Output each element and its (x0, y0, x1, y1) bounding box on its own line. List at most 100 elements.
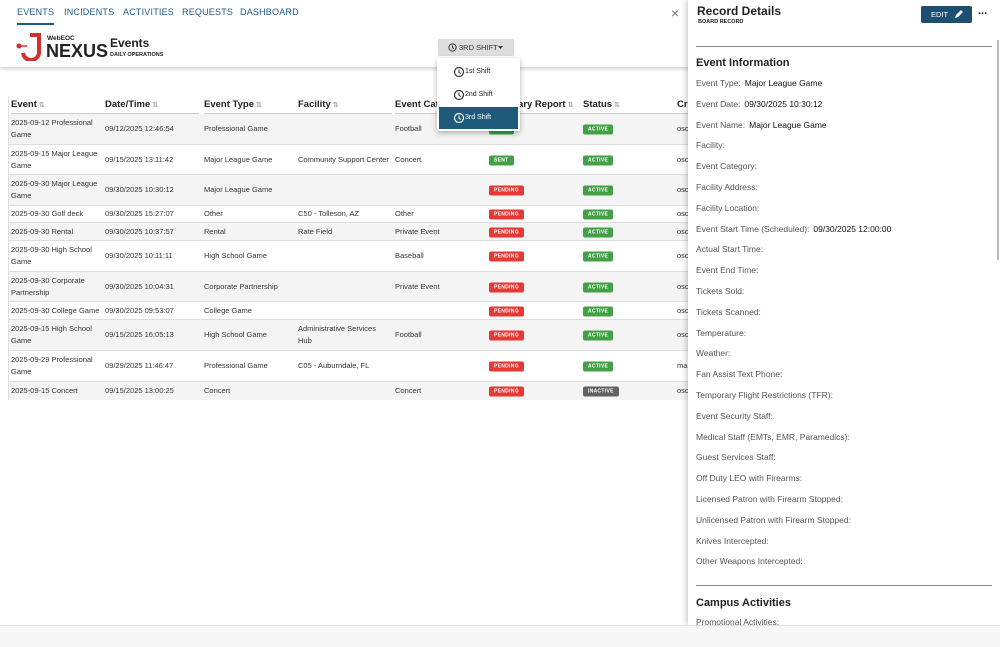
sort-icon: ⇅ (38, 102, 45, 109)
cell-text: 09/12/2025 12:46:54 (105, 124, 174, 133)
table-row[interactable]: 2025-09-30 Corporate Partnership 09/30/20… (9, 272, 689, 302)
table-cell: 09/30/2025 10:37:57 (105, 226, 197, 238)
column-header[interactable]: Cre (677, 96, 689, 114)
field-label: Facility: (696, 140, 725, 151)
cell-text: 2025-09-30 Corporate Partnership (11, 275, 85, 297)
cell-text: Community Support Center (298, 154, 389, 164)
table-cell: PENDING (489, 225, 581, 238)
field: Weather: (696, 348, 730, 358)
section-title: Campus Activities (696, 597, 791, 609)
column-header[interactable]: Status ⇅ (583, 96, 677, 114)
cell-text: Private Event (395, 281, 440, 291)
field-value: 09/30/2025 12:00:00 (813, 223, 892, 234)
divider (696, 585, 992, 586)
edit-button[interactable]: EDIT (921, 6, 972, 23)
table-cell: osc (677, 154, 689, 166)
cell-text: Other (395, 209, 414, 218)
cell-text: Corporate Partnership (204, 281, 278, 291)
column-header[interactable]: Date/Time ⇅ (105, 96, 199, 114)
table-row[interactable]: 2025-09-15 Major League Game 09/15/2025 1… (9, 145, 689, 175)
cell-text: Rental (204, 226, 226, 236)
field-label: Event Name: (696, 119, 746, 130)
table-row[interactable]: 2025-09-15 High School Game 09/15/2025 16… (9, 320, 689, 351)
field-label: Facility Location: (696, 202, 760, 213)
cell-text: High School Game (204, 251, 267, 260)
table-cell: ACTIVE (583, 360, 675, 373)
table-cell: SENT (489, 153, 581, 166)
shift-option[interactable]: 2nd Shift (439, 84, 518, 106)
status-badge: PENDING (489, 282, 524, 292)
cell-text: 09/29/2025 11:46:47 (105, 361, 174, 370)
shift-icon (453, 89, 465, 101)
field: Temperature: (696, 328, 746, 338)
status-badge: ACTIVE (583, 209, 614, 220)
cell-text: C50 - Tolleson, AZ (298, 209, 360, 218)
cell-text: High School Game (204, 330, 267, 339)
field: Event Category: (696, 161, 757, 171)
table-row[interactable]: 2025-09-29 Professional Game 09/29/2025 1… (9, 351, 689, 382)
table-cell: ACTIVE (583, 123, 675, 136)
shift-label: 3RD SHIFT (459, 43, 498, 52)
column-header[interactable]: Event ⇅ (11, 96, 105, 114)
cell-text: Football (395, 124, 422, 133)
cell-text: Baseball (395, 251, 424, 260)
table-cell: 2025-09-15 High School Game (11, 323, 103, 347)
cell-text: Administrative Services Hub (298, 324, 376, 345)
table-cell: ACTIVE (583, 329, 675, 342)
field-label: Fan Assist Text Phone: (696, 369, 783, 380)
close-button[interactable]: × (671, 5, 680, 21)
field-label: Facility Address: (696, 182, 758, 192)
cell-text: osc (677, 330, 689, 339)
nav-tab[interactable]: ACTIVITIES (123, 7, 175, 17)
column-label: Event Category (395, 99, 465, 110)
cell-text: osc (677, 154, 689, 164)
shift-option[interactable]: 3rd Shift (439, 107, 518, 129)
cell-text: C05 - Auburndale, FL (298, 361, 370, 370)
table-row[interactable]: 2025-09-12 Professional Game 09/12/2025 1… (9, 114, 689, 145)
field: Unlicensed Patron with Firearm Stopped: (696, 515, 851, 525)
cell-text: 2025-09-15 Major League Game (11, 148, 98, 170)
logo-big: NEXUS (46, 41, 109, 61)
nav-tab[interactable]: INCIDENTS (64, 7, 115, 17)
cell-text: 2025-09-30 Golf deck (11, 209, 84, 218)
table-cell: 09/12/2025 12:46:54 (105, 123, 197, 135)
cell-text: osc (677, 124, 689, 133)
table-cell: Rate Field (298, 226, 390, 238)
field: Event Date: 09/30/2025 10:30:12 (696, 99, 822, 109)
cell-text: 2025-09-30 High School Game (11, 245, 92, 266)
table-row[interactable]: 2025-09-15 Concert 09/15/2025 13:00:25 Con… (9, 382, 689, 400)
table-row[interactable]: 2025-09-30 High School Game 09/30/2025 10… (9, 241, 689, 272)
table-cell: PENDING (489, 184, 581, 197)
status-badge: PENDING (489, 227, 524, 237)
caret (498, 46, 503, 49)
cell-text: 09/15/2025 16:05:13 (105, 330, 174, 339)
status-badge: PENDING (489, 185, 524, 196)
table-row[interactable]: 2025-09-30 College Game 09/30/2025 09:53:… (9, 302, 689, 320)
column-header[interactable]: Facility ⇅ (298, 96, 392, 114)
sort-icon: ⇅ (152, 102, 159, 109)
table-row[interactable]: 2025-09-30 Golf deck 09/30/2025 15:27:07 O… (9, 206, 689, 223)
nav-tab[interactable]: REQUESTS (182, 7, 234, 17)
table-row[interactable]: 2025-09-30 Rental 09/30/2025 10:37:57 Rent… (9, 223, 689, 241)
table-cell: 2025-09-30 Rental (11, 226, 103, 238)
column-label: Cre (677, 99, 689, 110)
table-cell: Major League Game (204, 184, 296, 196)
table-cell: C50 - Tolleson, AZ (298, 208, 390, 220)
field-label: Unlicensed Patron with Firearm Stopped: (696, 514, 851, 525)
table-cell: osc (677, 281, 689, 293)
table-cell: PENDING (489, 329, 581, 342)
column-header[interactable]: Event Type ⇅ (204, 96, 298, 114)
shift-option[interactable]: 1st Shift (439, 61, 518, 83)
cell-text: 2025-09-15 Concert (11, 386, 78, 395)
table-row[interactable]: 2025-09-30 Major League Game 09/30/2025 1… (9, 175, 689, 206)
more-button[interactable]: ... (978, 5, 988, 17)
nav-tab[interactable]: DASHBOARD (240, 7, 299, 17)
nav-tab[interactable]: EVENTS (17, 7, 55, 25)
field-label: Event Security Staff: (696, 410, 773, 421)
panel-title: Record Details (697, 4, 782, 18)
footer (0, 625, 1000, 647)
shift-button[interactable]: 3RD SHIFT (438, 39, 514, 56)
field-label: Temporary Flight Restrictions (TFR): (696, 390, 833, 400)
field-label: Other Weapons Intercepted: (696, 556, 803, 567)
cell-text: Other (204, 209, 223, 218)
